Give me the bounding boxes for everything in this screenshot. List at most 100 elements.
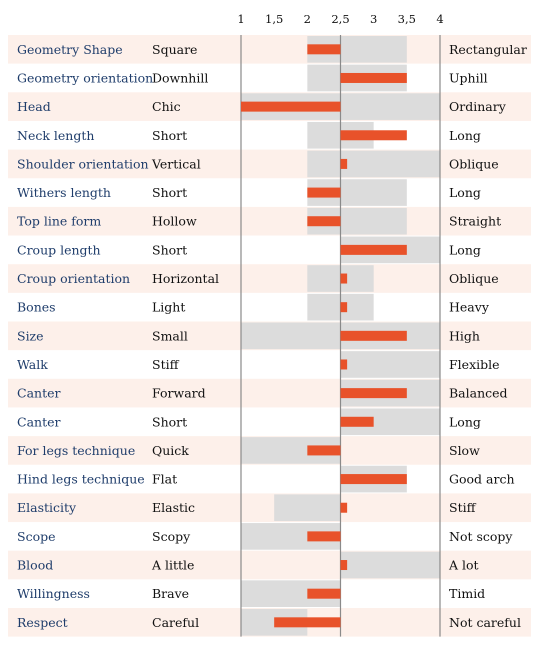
low-label: Short [152, 414, 187, 429]
high-label: Ordinary [449, 99, 507, 114]
low-label: Short [152, 242, 187, 257]
low-label: A little [151, 558, 194, 573]
low-label: Short [152, 185, 187, 200]
high-label: Stiff [449, 500, 477, 515]
value-bar [340, 474, 407, 485]
low-label: Square [152, 42, 197, 57]
trait-label: Scope [17, 529, 56, 544]
low-label: Quick [152, 443, 189, 458]
low-label: Careful [152, 615, 199, 630]
high-label: A lot [448, 558, 479, 573]
value-bar [307, 531, 341, 542]
value-bar [307, 44, 341, 55]
value-bar [340, 560, 348, 571]
tick-label: 2 [304, 12, 311, 26]
high-label: Long [449, 414, 481, 429]
low-label: Vertical [151, 156, 201, 171]
high-label: Timid [449, 586, 485, 601]
trait-label: Top line form [17, 214, 101, 229]
high-label: Long [449, 128, 481, 143]
low-label: Chic [152, 99, 181, 114]
trait-label: Blood [17, 558, 53, 573]
high-label: Flexible [449, 357, 500, 372]
trait-label: Croup length [17, 242, 101, 257]
tick-label: 3,5 [398, 12, 416, 26]
low-label: Scopy [152, 529, 191, 544]
value-bar [340, 502, 348, 513]
tick-label: 2,5 [331, 12, 349, 26]
low-label: Downhill [152, 70, 208, 85]
trait-label: Neck length [17, 128, 94, 143]
value-bar [340, 359, 348, 370]
trait-label: Respect [17, 615, 68, 630]
low-label: Stiff [152, 357, 180, 372]
high-label: Slow [449, 443, 480, 458]
range-bar [340, 351, 440, 378]
trait-label: For legs technique [17, 443, 135, 458]
tick-labels-layer: 1 1,5 2 2,5 3 3,5 4 [237, 12, 443, 26]
trait-label: Willingness [17, 586, 90, 601]
value-bar [340, 130, 407, 141]
trait-label: Croup orientation [17, 271, 130, 286]
high-label: Uphill [449, 70, 488, 85]
row-band [8, 206, 531, 236]
row-band [8, 35, 531, 64]
trait-label: Geometry orientation [17, 70, 153, 85]
range-bar [307, 150, 440, 178]
value-bar [340, 158, 348, 169]
value-bars-layer [241, 44, 407, 628]
low-label: Light [152, 300, 185, 315]
low-label: Hollow [152, 214, 197, 229]
trait-label: Canter [17, 414, 60, 429]
row-band [8, 378, 531, 408]
value-bar [340, 416, 374, 427]
value-bar [307, 216, 341, 227]
high-label: Long [449, 242, 481, 257]
value-bar [340, 72, 407, 83]
range-bar [340, 551, 440, 579]
high-label: Oblique [449, 271, 499, 286]
trait-label: Withers length [17, 185, 111, 200]
trait-label: Head [17, 99, 51, 114]
low-label: Forward [152, 386, 206, 401]
row-band [8, 550, 531, 580]
low-label: Flat [152, 472, 177, 487]
value-bar [241, 101, 341, 112]
range-bar [274, 494, 341, 522]
row-band [8, 493, 531, 523]
low-label: Horizontal [152, 271, 219, 286]
high-label: Balanced [449, 386, 508, 401]
row-labels-layer: Geometry Shape Square Rectangular Geometry … [17, 42, 527, 630]
trait-label: Shoulder orientation [17, 156, 149, 171]
value-bar [340, 302, 348, 313]
row-band [8, 264, 531, 293]
high-label: Good arch [449, 472, 515, 487]
value-bar [307, 445, 341, 456]
value-bar [340, 388, 407, 399]
trait-label: Geometry Shape [17, 42, 123, 57]
trait-label: Walk [17, 357, 48, 372]
trait-label: Bones [17, 300, 56, 315]
low-label: Short [152, 128, 187, 143]
trait-label: Canter [17, 386, 60, 401]
trait-label: Elasticity [17, 500, 77, 515]
row-band [8, 149, 531, 179]
high-label: Not careful [449, 615, 521, 630]
high-label: Heavy [449, 300, 490, 315]
low-label: Brave [152, 586, 189, 601]
trait-label: Hind legs technique [17, 472, 145, 487]
high-label: Long [449, 185, 481, 200]
value-bar [340, 273, 348, 284]
high-label: High [449, 328, 480, 343]
value-bar [340, 330, 407, 341]
tick-label: 1 [237, 12, 244, 26]
value-bar [274, 617, 341, 628]
low-label: Small [152, 328, 188, 343]
high-label: Straight [449, 214, 501, 229]
low-label: Elastic [152, 500, 195, 515]
value-bar [307, 588, 341, 599]
tick-label: 1,5 [265, 12, 283, 26]
high-label: Not scopy [449, 529, 513, 544]
value-bar [340, 244, 407, 255]
